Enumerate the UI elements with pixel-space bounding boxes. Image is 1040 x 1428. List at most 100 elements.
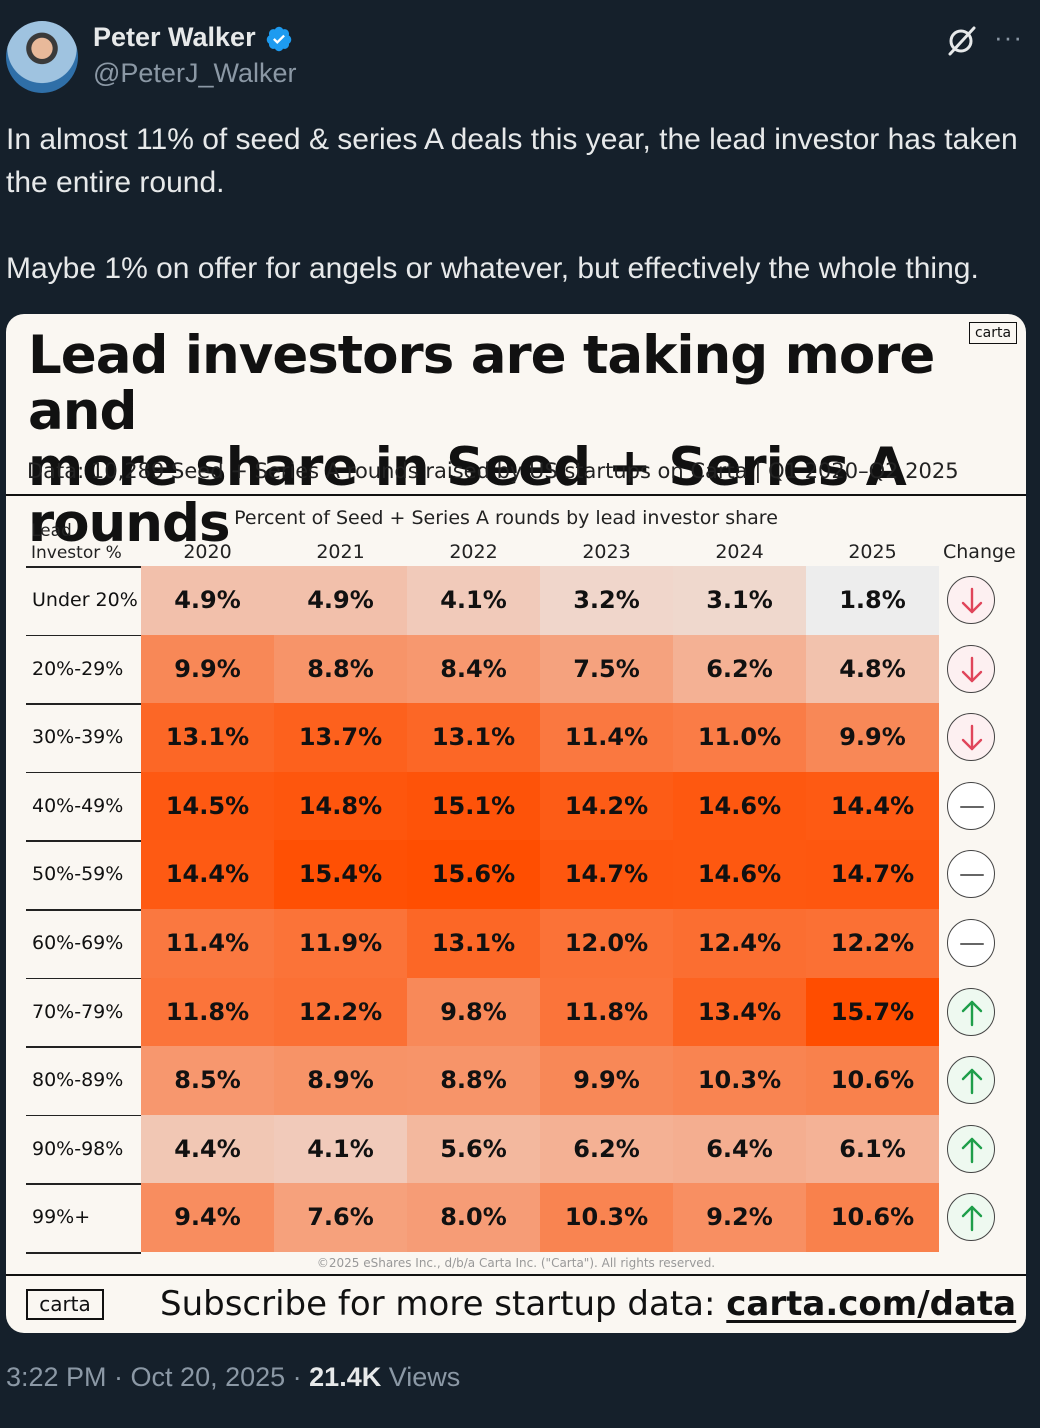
- divider: [6, 494, 1026, 496]
- heatmap-cell: 9.9%: [141, 634, 274, 704]
- heatmap-cell: 11.8%: [141, 977, 274, 1047]
- arrow-down-icon: [947, 644, 995, 693]
- table-super-header: Percent of Seed + Series A rounds by lea…: [234, 507, 778, 529]
- heatmap-cell: 11.4%: [141, 909, 274, 978]
- heatmap-cell: 12.2%: [274, 977, 407, 1047]
- author-name[interactable]: Peter Walker: [93, 22, 256, 52]
- tweet-line-1: In almost 11% of seed & series A deals t…: [6, 123, 1018, 199]
- row-divider: [26, 566, 141, 568]
- arrow-up-icon: [947, 1193, 995, 1242]
- heatmap-cell: 13.1%: [407, 909, 540, 978]
- lead-header-line-1: Lead: [31, 521, 72, 541]
- no-change-icon: [947, 919, 995, 967]
- verified-badge-icon: [266, 26, 292, 52]
- heatmap-cell: 12.4%: [673, 909, 806, 978]
- views-label: Views: [381, 1362, 461, 1392]
- heatmap-cell: 9.2%: [673, 1183, 806, 1253]
- tweet-line-2: Maybe 1% on offer for angels or whatever…: [6, 252, 979, 285]
- row-divider: [26, 1252, 141, 1254]
- row-divider: [26, 977, 141, 980]
- subscribe-text: Subscribe for more startup data:: [160, 1284, 716, 1324]
- heatmap-cell: 11.9%: [274, 909, 407, 978]
- heatmap-cell: 4.1%: [407, 566, 540, 635]
- copyright: ©2025 eShares Inc., d/b/a Carta Inc. ("C…: [316, 1256, 716, 1270]
- tweet-text: In almost 11% of seed & series A deals t…: [6, 118, 1036, 290]
- heatmap-cell: 5.6%: [407, 1114, 540, 1184]
- column-header-2023: 2023: [582, 541, 631, 563]
- more-options-icon[interactable]: ···: [994, 22, 1023, 52]
- carta-logo-top: carta: [969, 322, 1017, 344]
- timestamp[interactable]: 3:22 PM · Oct 20, 2025 ·: [6, 1362, 310, 1392]
- no-change-icon: [947, 781, 995, 830]
- heatmap-cell: 8.4%: [407, 634, 540, 704]
- heatmap-cell: 10.3%: [540, 1183, 673, 1253]
- heatmap-cell: 6.2%: [673, 634, 806, 704]
- row-label: 90%-98%: [32, 1137, 124, 1160]
- heatmap-cell: 11.0%: [673, 703, 806, 773]
- chart-subtitle: Data: 10,289 Seed + Series A rounds rais…: [27, 459, 959, 483]
- heatmap-cell: 9.8%: [407, 977, 540, 1047]
- row-divider: [26, 634, 141, 637]
- heatmap-cell: 4.4%: [141, 1114, 274, 1184]
- arrow-up-icon: [947, 1124, 995, 1173]
- arrow-down-icon: [947, 713, 995, 762]
- heatmap-cell: 4.1%: [274, 1114, 407, 1184]
- avatar[interactable]: [6, 21, 78, 93]
- heatmap-cell: 13.1%: [407, 703, 540, 773]
- heatmap-cell: 8.8%: [274, 634, 407, 704]
- heatmap-cell: 4.9%: [141, 566, 274, 635]
- heatmap-cell: 15.6%: [407, 840, 540, 910]
- heatmap-cell: 14.4%: [141, 840, 274, 910]
- heatmap-cell: 13.1%: [141, 703, 274, 773]
- row-label: 40%-49%: [32, 794, 124, 817]
- subscribe-cta: Subscribe for more startup data: carta.c…: [160, 1284, 1016, 1324]
- heatmap-cell: 14.8%: [274, 771, 407, 841]
- row-label: 50%-59%: [32, 863, 124, 886]
- heatmap-cell: 9.9%: [540, 1046, 673, 1116]
- column-header-2021: 2021: [316, 541, 365, 563]
- carta-logo-bottom: carta: [26, 1289, 104, 1320]
- heatmap-cell: 13.7%: [274, 703, 407, 773]
- heatmap-cell: 9.9%: [806, 703, 939, 773]
- no-change-icon: [947, 850, 995, 899]
- heatmap-cell: 14.6%: [673, 840, 806, 910]
- divider: [6, 1274, 1026, 1276]
- row-label: Under 20%: [32, 589, 138, 611]
- heatmap-cell: 12.0%: [540, 909, 673, 978]
- heatmap-cell: 10.6%: [806, 1046, 939, 1116]
- heatmap-cell: 14.7%: [540, 840, 673, 910]
- heatmap-cell: 6.1%: [806, 1114, 939, 1184]
- chart-card[interactable]: carta Lead investors are taking more and…: [6, 314, 1026, 1333]
- column-header-2020: 2020: [183, 541, 232, 563]
- heatmap-cell: 6.4%: [673, 1114, 806, 1184]
- row-label: 30%-39%: [32, 726, 124, 749]
- chart-title-line-1: Lead investors are taking more and: [28, 325, 935, 442]
- heatmap-cell: 15.7%: [806, 977, 939, 1047]
- heatmap-cell: 8.8%: [407, 1046, 540, 1116]
- heatmap-cell: 3.2%: [540, 566, 673, 635]
- author-handle[interactable]: @PeterJ_Walker: [93, 58, 297, 88]
- change-header: Change: [943, 541, 1016, 563]
- arrow-up-icon: [947, 1056, 995, 1105]
- row-label: 80%-89%: [32, 1069, 124, 1092]
- row-divider: [26, 1183, 141, 1185]
- grok-icon[interactable]: [944, 24, 978, 58]
- heatmap-cell: 8.5%: [141, 1046, 274, 1116]
- row-divider: [26, 840, 141, 842]
- tweet-meta: 3:22 PM · Oct 20, 2025 · 21.4K Views: [6, 1362, 460, 1393]
- heatmap-cell: 13.4%: [673, 977, 806, 1047]
- row-divider: [26, 771, 141, 774]
- row-divider: [26, 1114, 141, 1117]
- heatmap-cell: 15.4%: [274, 840, 407, 910]
- heatmap-cell: 15.1%: [407, 771, 540, 841]
- row-label: 99%+: [32, 1206, 91, 1229]
- heatmap-cell: 4.9%: [274, 566, 407, 635]
- subscribe-link[interactable]: carta.com/data: [726, 1284, 1017, 1324]
- chart-title-line-2: more share in Seed + Series A rounds: [28, 437, 907, 554]
- lead-header-line-2: Investor %: [31, 543, 122, 563]
- heatmap-cell: 8.9%: [274, 1046, 407, 1116]
- column-header-2024: 2024: [715, 541, 764, 563]
- heatmap-cell: 4.8%: [806, 634, 939, 704]
- heatmap-cell: 14.6%: [673, 771, 806, 841]
- heatmap-cell: 10.3%: [673, 1046, 806, 1116]
